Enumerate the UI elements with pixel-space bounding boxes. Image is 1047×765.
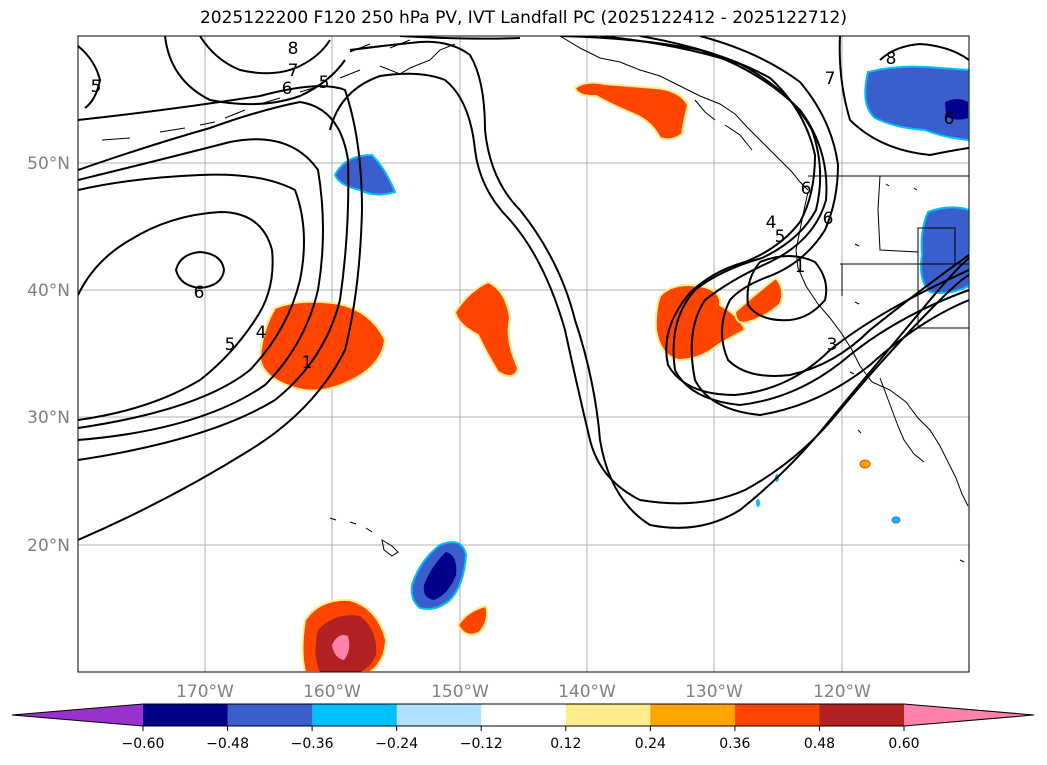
- colorbar-segment: [650, 704, 736, 726]
- svg-text:6: 6: [801, 179, 812, 199]
- svg-text:1: 1: [302, 353, 313, 373]
- colorbar-tick-label: −0.36: [291, 736, 334, 752]
- colorbar-segment: [565, 704, 651, 726]
- svg-text:40°N: 40°N: [27, 281, 70, 301]
- svg-text:140°W: 140°W: [558, 682, 616, 702]
- svg-text:5: 5: [91, 77, 102, 97]
- svg-text:170°W: 170°W: [176, 682, 234, 702]
- svg-text:6: 6: [823, 209, 834, 229]
- svg-text:160°W: 160°W: [303, 682, 361, 702]
- colorbar-tick-label: −0.60: [122, 736, 165, 752]
- colorbar-extend-high: [904, 704, 1034, 726]
- colorbar-segment: [734, 704, 820, 726]
- colorbar-tick-label: −0.24: [375, 736, 418, 752]
- svg-text:4: 4: [256, 323, 267, 343]
- svg-text:7: 7: [825, 69, 836, 89]
- svg-text:20°N: 20°N: [27, 536, 70, 556]
- colorbar-tick-label: −0.48: [206, 736, 249, 752]
- colorbar-tick-label: −0.12: [460, 736, 503, 752]
- svg-text:1: 1: [795, 257, 806, 277]
- map-title: 2025122200 F120 250 hPa PV, IVT Landfall…: [199, 8, 847, 28]
- svg-text:7: 7: [288, 61, 299, 81]
- svg-text:5: 5: [775, 227, 786, 247]
- svg-text:6: 6: [944, 109, 955, 129]
- latitude-labels: 50°N 40°N 30°N 20°N: [27, 154, 70, 556]
- pv-contours: [78, 36, 969, 541]
- pv-contour-labels: 5 8 7 6 5 6 5 4 1 7 6 4 5 6 1 3 8 6: [91, 39, 955, 373]
- svg-text:5: 5: [225, 335, 236, 355]
- colorbar-tick-label: 0.48: [804, 736, 835, 752]
- svg-text:6: 6: [282, 79, 293, 99]
- colorbar-tick-label: 0.60: [888, 736, 919, 752]
- svg-text:8: 8: [288, 39, 299, 59]
- svg-text:4: 4: [766, 213, 777, 233]
- svg-text:50°N: 50°N: [27, 154, 70, 174]
- colorbar-segment: [143, 704, 229, 726]
- longitude-labels: 170°W 160°W 150°W 140°W 130°W 120°W: [176, 682, 871, 702]
- svg-text:130°W: 130°W: [685, 682, 743, 702]
- colorbar-segment: [227, 704, 313, 726]
- colorbar-extend-low: [12, 704, 143, 726]
- colorbar-tick-label: 0.36: [719, 736, 750, 752]
- colorbar: −0.60 −0.48 −0.36 −0.24 −0.12 0.12 0.24 0.36 0.4…: [11, 703, 1035, 752]
- colorbar-segment: [481, 704, 567, 726]
- svg-text:5: 5: [319, 73, 330, 93]
- svg-text:150°W: 150°W: [431, 682, 489, 702]
- colorbar-segment: [819, 704, 905, 726]
- svg-text:3: 3: [827, 335, 838, 355]
- colorbar-segment: [396, 704, 482, 726]
- svg-text:30°N: 30°N: [27, 408, 70, 428]
- svg-text:6: 6: [194, 283, 205, 303]
- coastlines: [101, 36, 969, 563]
- colorbar-tick-label: 0.12: [550, 736, 581, 752]
- svg-text:120°W: 120°W: [813, 682, 871, 702]
- colorbar-segment: [312, 704, 398, 726]
- svg-text:8: 8: [886, 49, 897, 69]
- colorbar-tick-label: 0.24: [635, 736, 666, 752]
